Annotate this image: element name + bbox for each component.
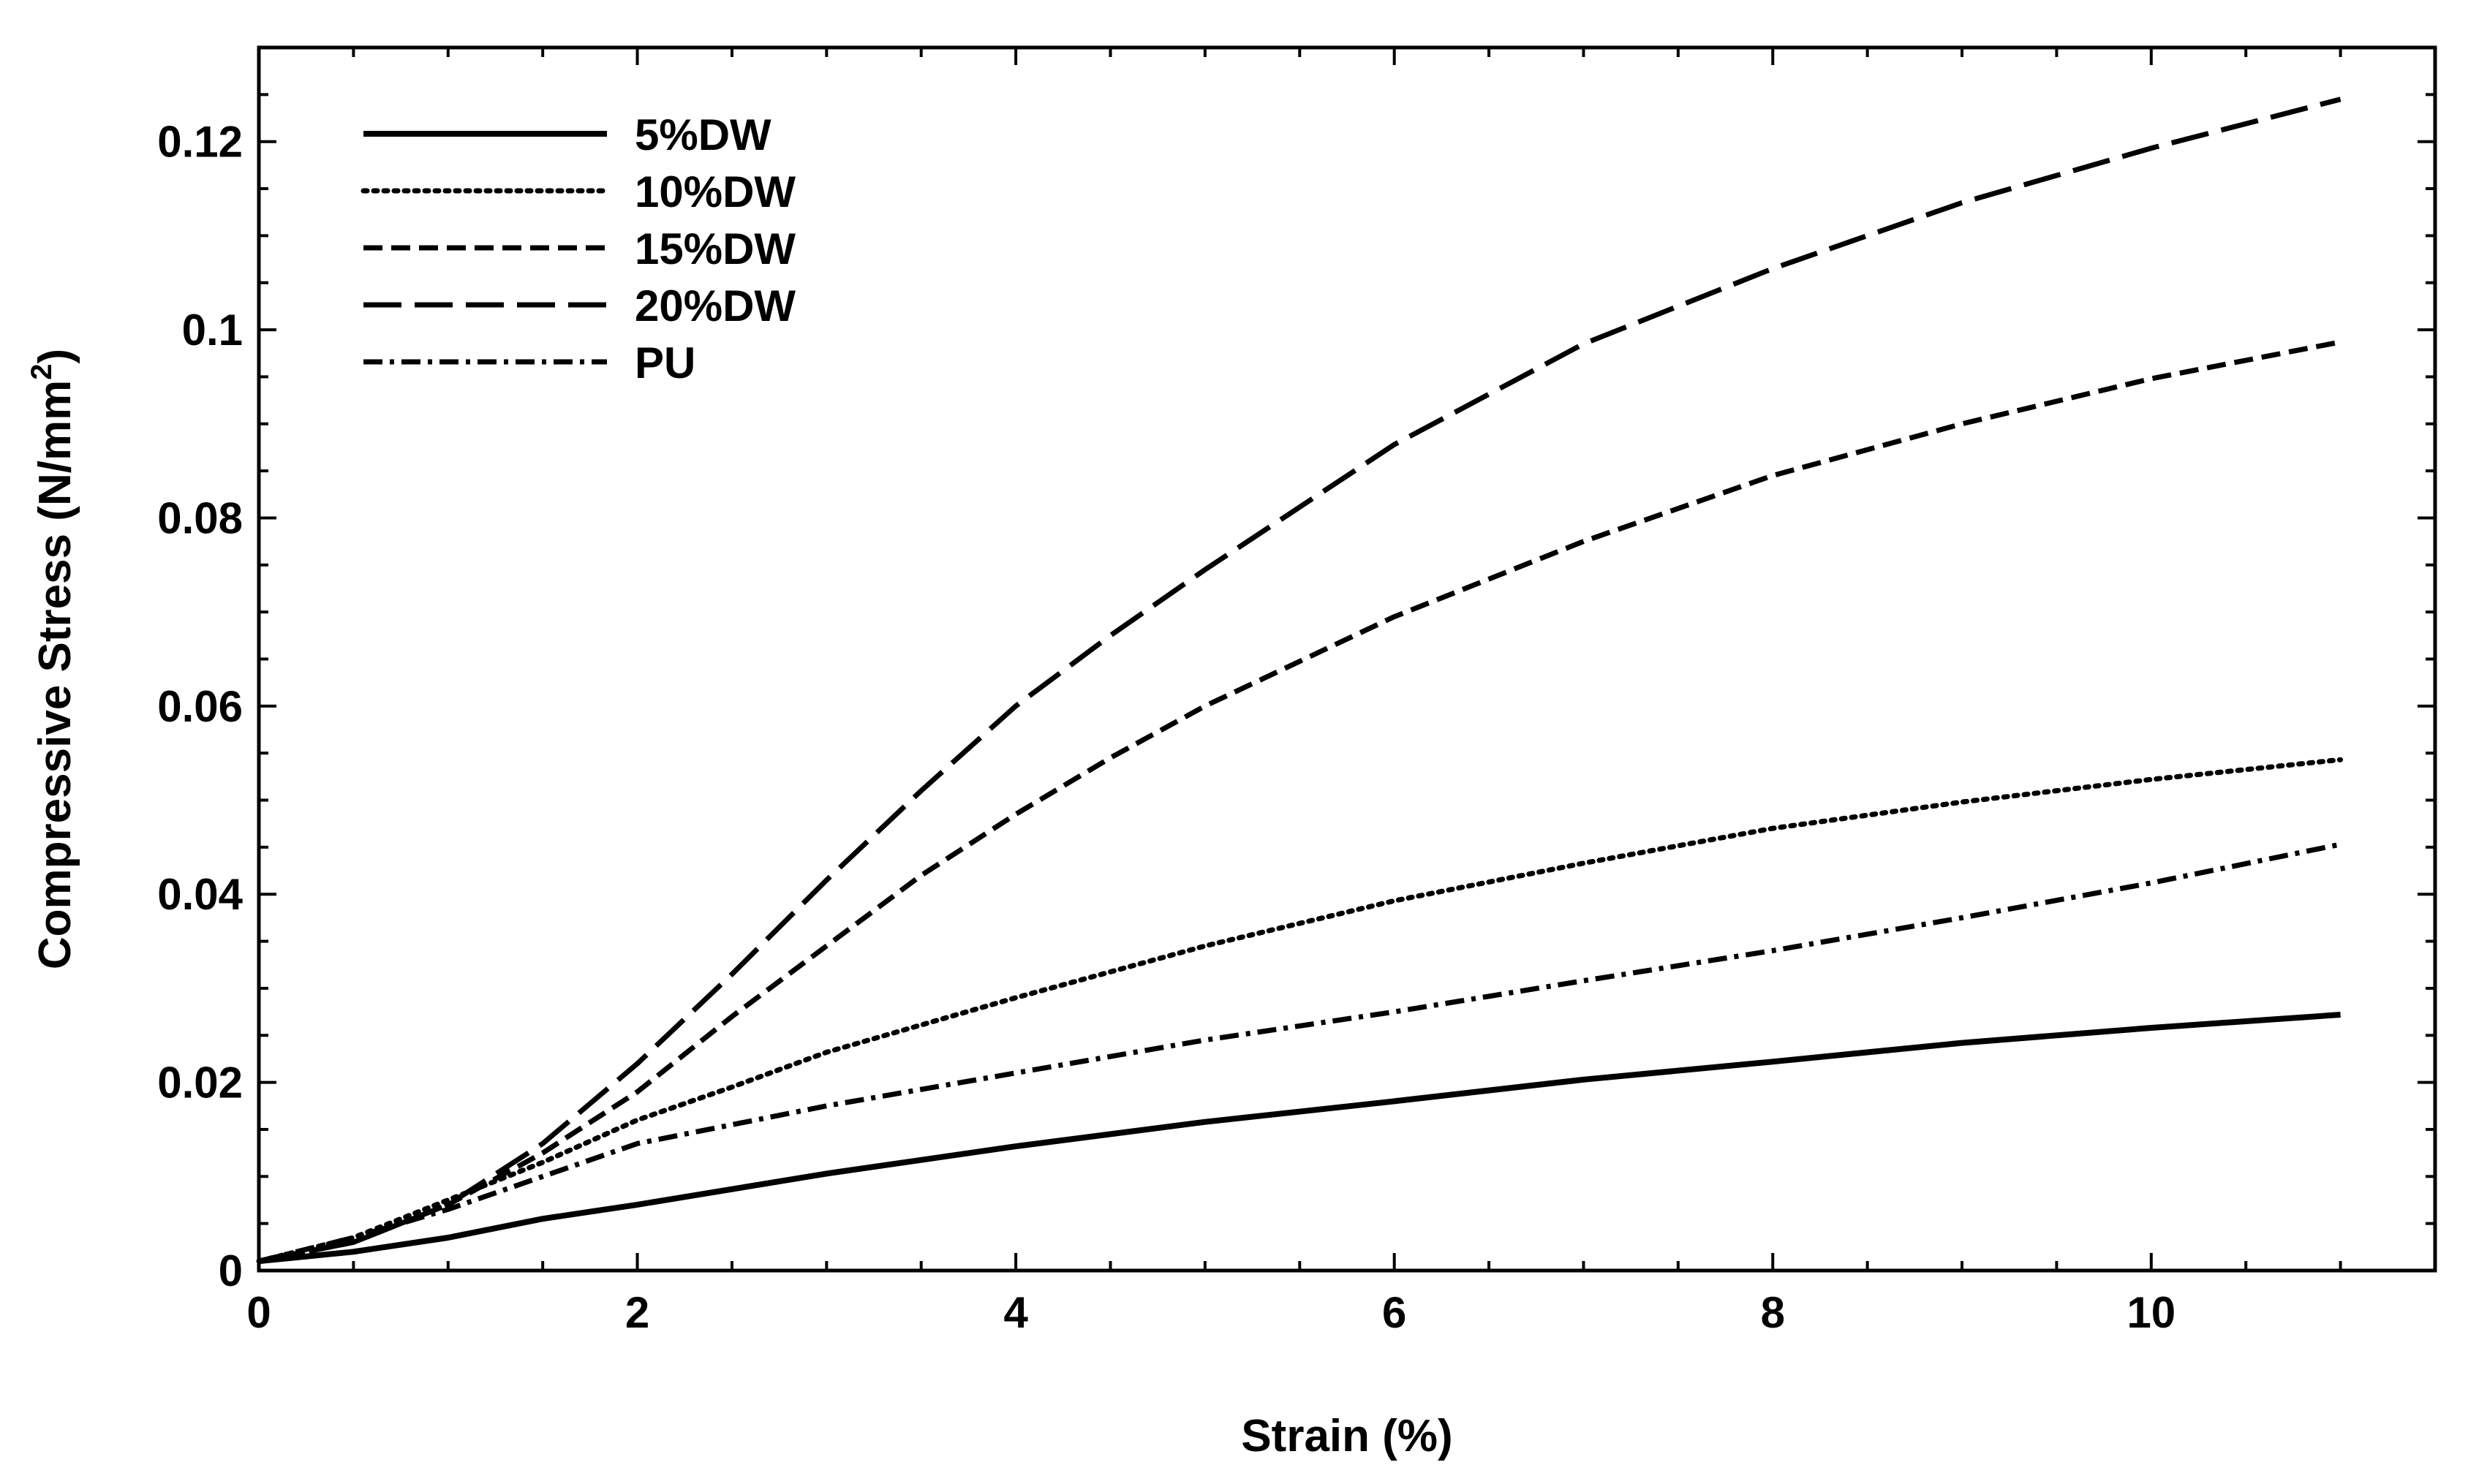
tick-layer: 0 2 4 6 8 10 0 0.02 0.04 0.06 0.08 0.1 0.12 [157,46,2437,1337]
y-tick-label: 0.1 [182,306,243,355]
y-axis-title-close: ) [30,349,80,364]
x-tick-label: 4 [1003,1288,1028,1337]
legend: 5%DW 10%DW 15%DW 20%DW PU [361,110,796,387]
y-tick-label: 0 [219,1246,243,1295]
y-axis-title: Compressive Stress (N/mm2) [26,349,80,969]
y-tick-label: 0.04 [157,870,243,919]
x-tick-label: 8 [1761,1288,1785,1337]
series-line-15-dw [258,339,2341,1264]
y-axis-title-main: Compressive Stress (N/mm [30,380,80,969]
series-line-20-dw [258,96,2341,1264]
legend-label: 5%DW [635,110,771,159]
legend-label: PU [635,338,695,387]
y-tick-label: 0.06 [157,682,243,731]
x-tick-label: 10 [2127,1288,2175,1337]
y-tick-label: 0.12 [157,118,243,167]
x-tick-label: 6 [1382,1288,1406,1337]
y-tick-label: 0.08 [157,493,243,542]
legend-label: 20%DW [635,281,796,330]
x-tick-label: 0 [246,1288,271,1337]
series-line-pu [258,841,2341,1264]
legend-label: 10%DW [635,167,796,216]
legend-label: 15%DW [635,224,796,273]
y-axis-title-superscript: 2 [26,364,58,380]
y-tick-label: 0.02 [157,1059,243,1108]
x-tick-label: 2 [625,1288,649,1337]
series-layer [256,96,2344,1265]
x-axis-title: Strain (%) [1241,1411,1452,1461]
series-line-5-dw [258,1012,2341,1265]
plot-frame [257,45,2437,1273]
